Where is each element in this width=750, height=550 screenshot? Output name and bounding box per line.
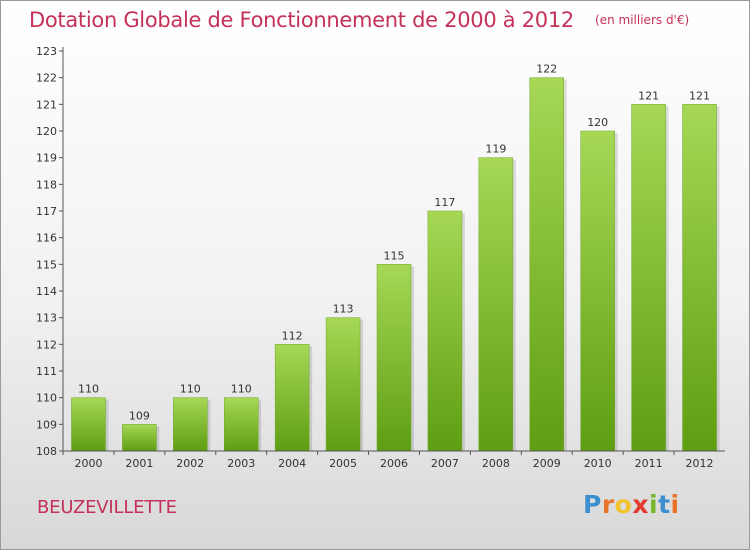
data-label: 121 [689,89,710,102]
bar-2006 [376,264,412,452]
data-label: 110 [78,383,99,396]
y-tick-label: 122 [36,72,57,85]
y-tick-label: 109 [36,418,57,431]
bar-2009 [529,77,565,452]
axes-layer [59,47,725,455]
y-tick-label: 123 [36,45,57,58]
x-tick-label: 2011 [635,457,663,470]
x-tick-label: 2001 [125,457,153,470]
data-label: 121 [638,89,659,102]
logo-letter: x [632,490,649,519]
data-label: 119 [485,143,506,156]
bar-2007 [427,210,463,452]
x-tick-label: 2000 [74,457,102,470]
logo-letter: r [601,490,615,519]
bar-2011 [631,104,666,452]
commune-name: BEUZEVILLETTE [37,497,177,518]
y-tick-label: 117 [36,205,57,218]
logo-letter: i [649,490,659,519]
x-tick-label: 2008 [482,457,510,470]
y-tick-label: 118 [36,178,57,191]
x-tick-label: 2005 [329,457,357,470]
logo-letter: o [614,490,633,519]
x-tick-label: 2002 [176,457,204,470]
y-tick-label: 113 [36,312,57,325]
y-tick-label: 114 [36,285,57,298]
y-tick-label: 121 [36,98,57,111]
y-tick-label: 108 [36,445,57,458]
data-label: 113 [333,303,354,316]
y-tick-label: 115 [36,258,57,271]
bar-2005 [325,317,361,452]
data-label: 110 [231,383,252,396]
x-tick-label: 2007 [431,457,459,470]
chart-unit: (en milliers d'€) [595,13,690,27]
bar-2000 [71,397,106,452]
bar-2012 [682,104,717,452]
bar-2002 [173,397,208,452]
data-label: 117 [434,196,455,209]
title-row: Dotation Globale de Fonctionnement de 20… [29,8,689,32]
proxiti-logo: Proxiti [583,490,680,519]
logo-letter: P [583,490,602,519]
x-tick-label: 2003 [227,457,255,470]
chart-title: Dotation Globale de Fonctionnement de 20… [29,8,574,32]
x-tick-label: 2004 [278,457,306,470]
y-tick-label: 119 [36,152,57,165]
logo-letter: t [658,490,671,519]
logo-letter: i [670,490,680,519]
x-tick-label: 2006 [380,457,408,470]
data-label: 109 [129,409,150,422]
x-tick-label: 2012 [686,457,714,470]
y-tick-label: 110 [36,392,57,405]
data-label: 120 [587,116,608,129]
bars-layer [71,77,720,452]
x-tick-label: 2010 [584,457,612,470]
bar-2010 [580,130,615,452]
bar-2004 [274,344,310,452]
data-label: 110 [180,383,201,396]
bar-2001 [122,424,157,452]
y-tick-label: 116 [36,232,57,245]
y-tick-label: 112 [36,338,57,351]
labels-layer: 110 2000 109 2001 110 2002 110 2003 112 2004 113 20… [36,45,714,470]
y-tick-label: 111 [36,365,57,378]
data-label: 115 [384,249,405,262]
bar-2008 [478,157,514,452]
y-tick-label: 120 [36,125,57,138]
data-label: 112 [282,329,303,342]
x-tick-label: 2009 [533,457,561,470]
bar-2003 [223,397,259,452]
data-label: 122 [536,63,557,76]
